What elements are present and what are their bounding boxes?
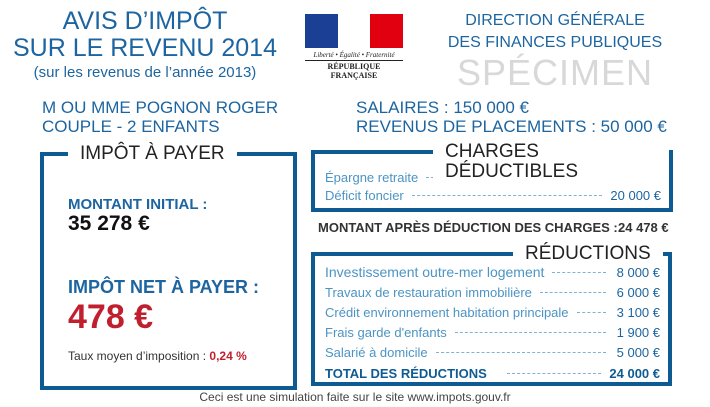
income-investments: REVENUS DE PLACEMENTS : 50 000 € [356, 117, 667, 136]
agency-line2: DES FINANCES PUBLIQUES [447, 34, 663, 51]
reduction-value: 1 900 € [616, 324, 660, 340]
logo-motto: Liberté • Égalité • Fraternité [313, 51, 395, 59]
reduction-row: Travaux de restauration immobilière 6 000… [325, 282, 660, 302]
income-salaries: SALAIRES : 150 000 € [356, 98, 529, 117]
reductions-box: RÉDUCTIONS Investissement outre-mer loge… [311, 242, 672, 386]
specimen-watermark: SPÉCIMEN [456, 52, 654, 93]
reduction-label: Crédit environnement habitation principa… [325, 304, 569, 320]
subtitle: (sur les revenus de l’année 2013) [33, 64, 257, 81]
reduction-label: Travaux de restauration immobilière [325, 284, 532, 300]
reduction-value: 8 000 € [616, 264, 660, 280]
charge-value: 20 000 € [610, 187, 661, 203]
reduction-row: Frais garde d'enfants 1 900 € [325, 322, 660, 342]
reduction-label: Frais garde d'enfants [325, 324, 447, 340]
net-tax-label: IMPÔT NET À PAYER : [68, 277, 260, 297]
reduction-row: Crédit environnement habitation principa… [325, 302, 660, 322]
after-charges-value: 24 478 € [618, 220, 669, 235]
average-rate-label: Taux moyen d’imposition : [68, 349, 207, 363]
title-line1: AVIS D’IMPÔT [62, 7, 228, 35]
net-tax-value: 478 € [68, 298, 154, 336]
reduction-value: 5 000 € [616, 344, 660, 360]
reductions-box-title: RÉDUCTIONS [513, 242, 663, 266]
reduction-row: Salarié à domicile 5 000 € [325, 342, 660, 362]
charges-box: CHARGES DÉDUCTIBLES Épargne retraite16 0… [311, 142, 673, 212]
after-charges-label: MONTANT APRÈS DÉDUCTION DES CHARGES : [318, 220, 618, 235]
title-line2: SUR LE REVENU 2014 [12, 34, 277, 62]
charges-box-title: CHARGES DÉDUCTIBLES [433, 142, 669, 182]
agency-name: DIRECTION GÉNÉRALE DES FINANCES PUBLIQUES [430, 10, 680, 54]
logo-name: RÉPUBLIQUE FRANÇAISE [305, 60, 403, 80]
reduction-label: Investissement outre-mer logement [325, 264, 545, 280]
reduction-value: 6 000 € [616, 284, 660, 300]
taxpayer-household: COUPLE - 2 ENFANTS [42, 117, 220, 136]
income-info: SALAIRES : 150 000 € REVENUS DE PLACEMEN… [356, 98, 667, 136]
reduction-label: Salarié à domicile [325, 344, 428, 360]
taxpayer-info: M OU MME POGNON ROGER COUPLE - 2 ENFANTS [42, 98, 278, 136]
initial-amount-label: MONTANT INITIAL : [68, 196, 208, 213]
charge-label: Épargne retraite [325, 169, 419, 185]
taxpayer-name: M OU MME POGNON ROGER [42, 98, 279, 117]
average-rate-value: 0,24 % [209, 349, 247, 363]
tax-box-title: IMPÔT À PAYER [68, 142, 237, 166]
reductions-total-value: 24 000 € [609, 365, 660, 381]
charge-label: Déficit foncier [325, 187, 404, 203]
reductions-total-label: TOTAL DES RÉDUCTIONS [325, 365, 487, 381]
reduction-value: 3 100 € [616, 304, 660, 320]
reduction-row: Investissement outre-mer logement 8 000 € [325, 262, 660, 282]
republique-francaise-logo: Liberté • Égalité • Fraternité RÉPUBLIQU… [305, 14, 404, 80]
tax-box: IMPÔT À PAYER MONTANT INITIAL : 35 278 €… [40, 142, 297, 390]
initial-amount-value: 35 278 € [68, 212, 150, 235]
footer-note: Ceci est une simulation faite sur le sit… [199, 390, 511, 404]
agency-line1: DIRECTION GÉNÉRALE [465, 12, 645, 29]
page-title: AVIS D’IMPÔT SUR LE REVENU 2014 [0, 8, 290, 62]
charge-row: Déficit foncier 20 000 € [325, 186, 661, 204]
reductions-total-row: TOTAL DES RÉDUCTIONS 24 000 € [325, 362, 660, 384]
average-rate: Taux moyen d’imposition : 0,24 % [68, 349, 247, 363]
